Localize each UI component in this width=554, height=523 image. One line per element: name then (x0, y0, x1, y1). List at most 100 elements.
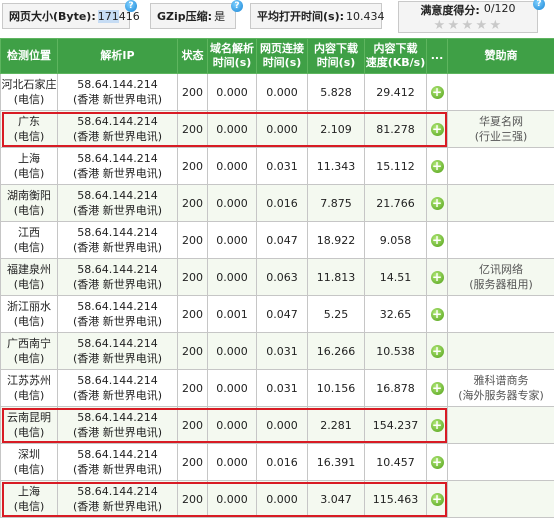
plus-circle-icon[interactable]: + (430, 121, 444, 136)
table-cell: 广东 (电信) (0, 110, 58, 148)
cell-text: (香港 新世界电讯) (72, 389, 163, 402)
star-icon[interactable]: ★ (489, 18, 502, 33)
plus-circle-icon[interactable]: + (430, 380, 444, 395)
column-header: 赞助商 (447, 38, 554, 74)
table-cell: 16.878 (364, 369, 427, 407)
cell-text: 浙江丽水 (7, 300, 51, 313)
cell-text: (香港 新世界电讯) (72, 93, 163, 106)
table-row: 广东 (电信) 58.64.144.214 (香港 新世界电讯) 200 0.000 0.0… (0, 110, 554, 148)
cell-text: 200 (182, 418, 203, 432)
question-circle-icon[interactable]: ? (125, 0, 137, 12)
cell-text: 雅科谱商务 (473, 374, 529, 387)
column-header: 状态 (177, 38, 208, 74)
cell-text: 11.343 (316, 159, 356, 173)
cell-text: 0.016 (266, 196, 298, 210)
table-cell: 0.047 (256, 221, 308, 259)
table-cell: 0.000 (256, 480, 308, 518)
question-circle-icon[interactable]: ? (231, 0, 243, 12)
table-cell: 16.266 (307, 332, 365, 370)
cell-text: 0.000 (266, 122, 298, 136)
table-cell: 200 (177, 184, 208, 222)
avg-open-stat: 平均打开时间(s): 10.434 (250, 3, 385, 29)
cell-text: 0.016 (266, 455, 298, 469)
table-cell: 0.000 (256, 110, 308, 148)
question-circle-icon[interactable]: ? (533, 0, 545, 10)
table-cell: 58.64.144.214 (香港 新世界电讯) (57, 480, 178, 518)
table-cell: 湖南衡阳 (电信) (0, 184, 58, 222)
table-cell (447, 295, 554, 333)
column-header: 解析IP (57, 38, 178, 74)
table-cell: 广西南宁 (电信) (0, 332, 58, 370)
cell-text: 上海 (18, 485, 40, 498)
table-cell: 81.278 (364, 110, 427, 148)
page-size-value: 416 (118, 9, 140, 23)
table-cell: 0.047 (256, 295, 308, 333)
table-cell: 2.109 (307, 110, 365, 148)
table-cell (447, 221, 554, 259)
cell-text: 200 (182, 492, 203, 506)
cell-text: 0.000 (216, 159, 248, 173)
table-cell: 58.64.144.214 (香港 新世界电讯) (57, 258, 178, 296)
cell-text: 福建泉州 (7, 263, 51, 276)
table-body: 河北石家庄 (电信) 58.64.144.214 (香港 新世界电讯) 200 0.000… (0, 73, 554, 518)
table-cell: 58.64.144.214 (香港 新世界电讯) (57, 332, 178, 370)
plus-circle-icon[interactable]: + (430, 417, 444, 432)
table-cell: 58.64.144.214 (香港 新世界电讯) (57, 369, 178, 407)
plus-circle-icon[interactable]: + (430, 454, 444, 469)
cell-text: 115.463 (372, 492, 419, 506)
gzip-label: GZip压缩: (157, 10, 213, 23)
star-icon[interactable]: ★ (447, 18, 460, 33)
cell-text: 200 (182, 455, 203, 469)
plus-circle-icon[interactable]: + (430, 343, 444, 358)
table-cell: 华夏名网 (行业三强) (447, 110, 554, 148)
cell-text: 200 (182, 270, 203, 284)
plus-circle-icon[interactable]: + (430, 491, 444, 506)
cell-text: 0.047 (266, 233, 298, 247)
cell-text: 0.031 (266, 344, 298, 358)
star-icon[interactable]: ★ (461, 18, 474, 33)
expand-cell: + (426, 295, 448, 333)
cell-text: 0.000 (216, 196, 248, 210)
table-cell: 0.000 (207, 110, 257, 148)
table-row: 广西南宁 (电信) 58.64.144.214 (香港 新世界电讯) 200 0.000 0… (0, 332, 554, 370)
cell-text: 16.878 (376, 381, 415, 395)
star-icon[interactable]: ★ (475, 18, 488, 33)
expand-cell: + (426, 258, 448, 296)
plus-circle-icon[interactable]: + (430, 232, 444, 247)
cell-text: (香港 新世界电讯) (72, 315, 163, 328)
table-cell: 浙江丽水 (电信) (0, 295, 58, 333)
cell-text: (电信) (13, 130, 45, 143)
table-row: 湖南衡阳 (电信) 58.64.144.214 (香港 新世界电讯) 200 0.000 0… (0, 184, 554, 222)
table-cell: 0.001 (207, 295, 257, 333)
page-size-value-selected[interactable]: 171 (97, 9, 119, 23)
cell-text: 3.047 (320, 492, 352, 506)
table-cell: 0.031 (256, 369, 308, 407)
table-cell: 2.281 (307, 406, 365, 444)
cell-text: 0.000 (216, 381, 248, 395)
plus-circle-icon[interactable]: + (430, 269, 444, 284)
table-cell: 200 (177, 295, 208, 333)
plus-circle-icon[interactable]: + (430, 306, 444, 321)
cell-text: 江苏苏州 (7, 374, 51, 387)
cell-text: (电信) (13, 389, 45, 402)
avg-open-value: 10.434 (346, 9, 385, 23)
cell-text: (电信) (13, 352, 45, 365)
plus-circle-icon[interactable]: + (430, 158, 444, 173)
plus-circle-icon[interactable]: + (430, 84, 444, 99)
table-cell: 200 (177, 147, 208, 185)
page-size-stat: 网页大小(Byte): 171 416 ? (2, 0, 140, 29)
star-icon[interactable]: ★ (433, 18, 446, 33)
cell-text: 200 (182, 307, 203, 321)
rating-stars[interactable]: ★ ★ ★ ★ ★ (434, 19, 503, 32)
table-cell: 200 (177, 406, 208, 444)
table-cell: 7.875 (307, 184, 365, 222)
plus-circle-icon[interactable]: + (430, 195, 444, 210)
table-cell: 58.64.144.214 (香港 新世界电讯) (57, 184, 178, 222)
summary-bar: 网页大小(Byte): 171 416 ? GZip压缩: 是 ? 平均打开时间(… (0, 0, 554, 34)
cell-text: 18.922 (316, 233, 356, 247)
cell-text: 0.000 (216, 270, 248, 284)
column-header: 内容下载 速度(KB/s) (364, 38, 427, 74)
cell-text: (香港 新世界电讯) (72, 241, 163, 254)
cell-text: 58.64.144.214 (77, 485, 158, 498)
cell-text: 58.64.144.214 (77, 411, 158, 424)
